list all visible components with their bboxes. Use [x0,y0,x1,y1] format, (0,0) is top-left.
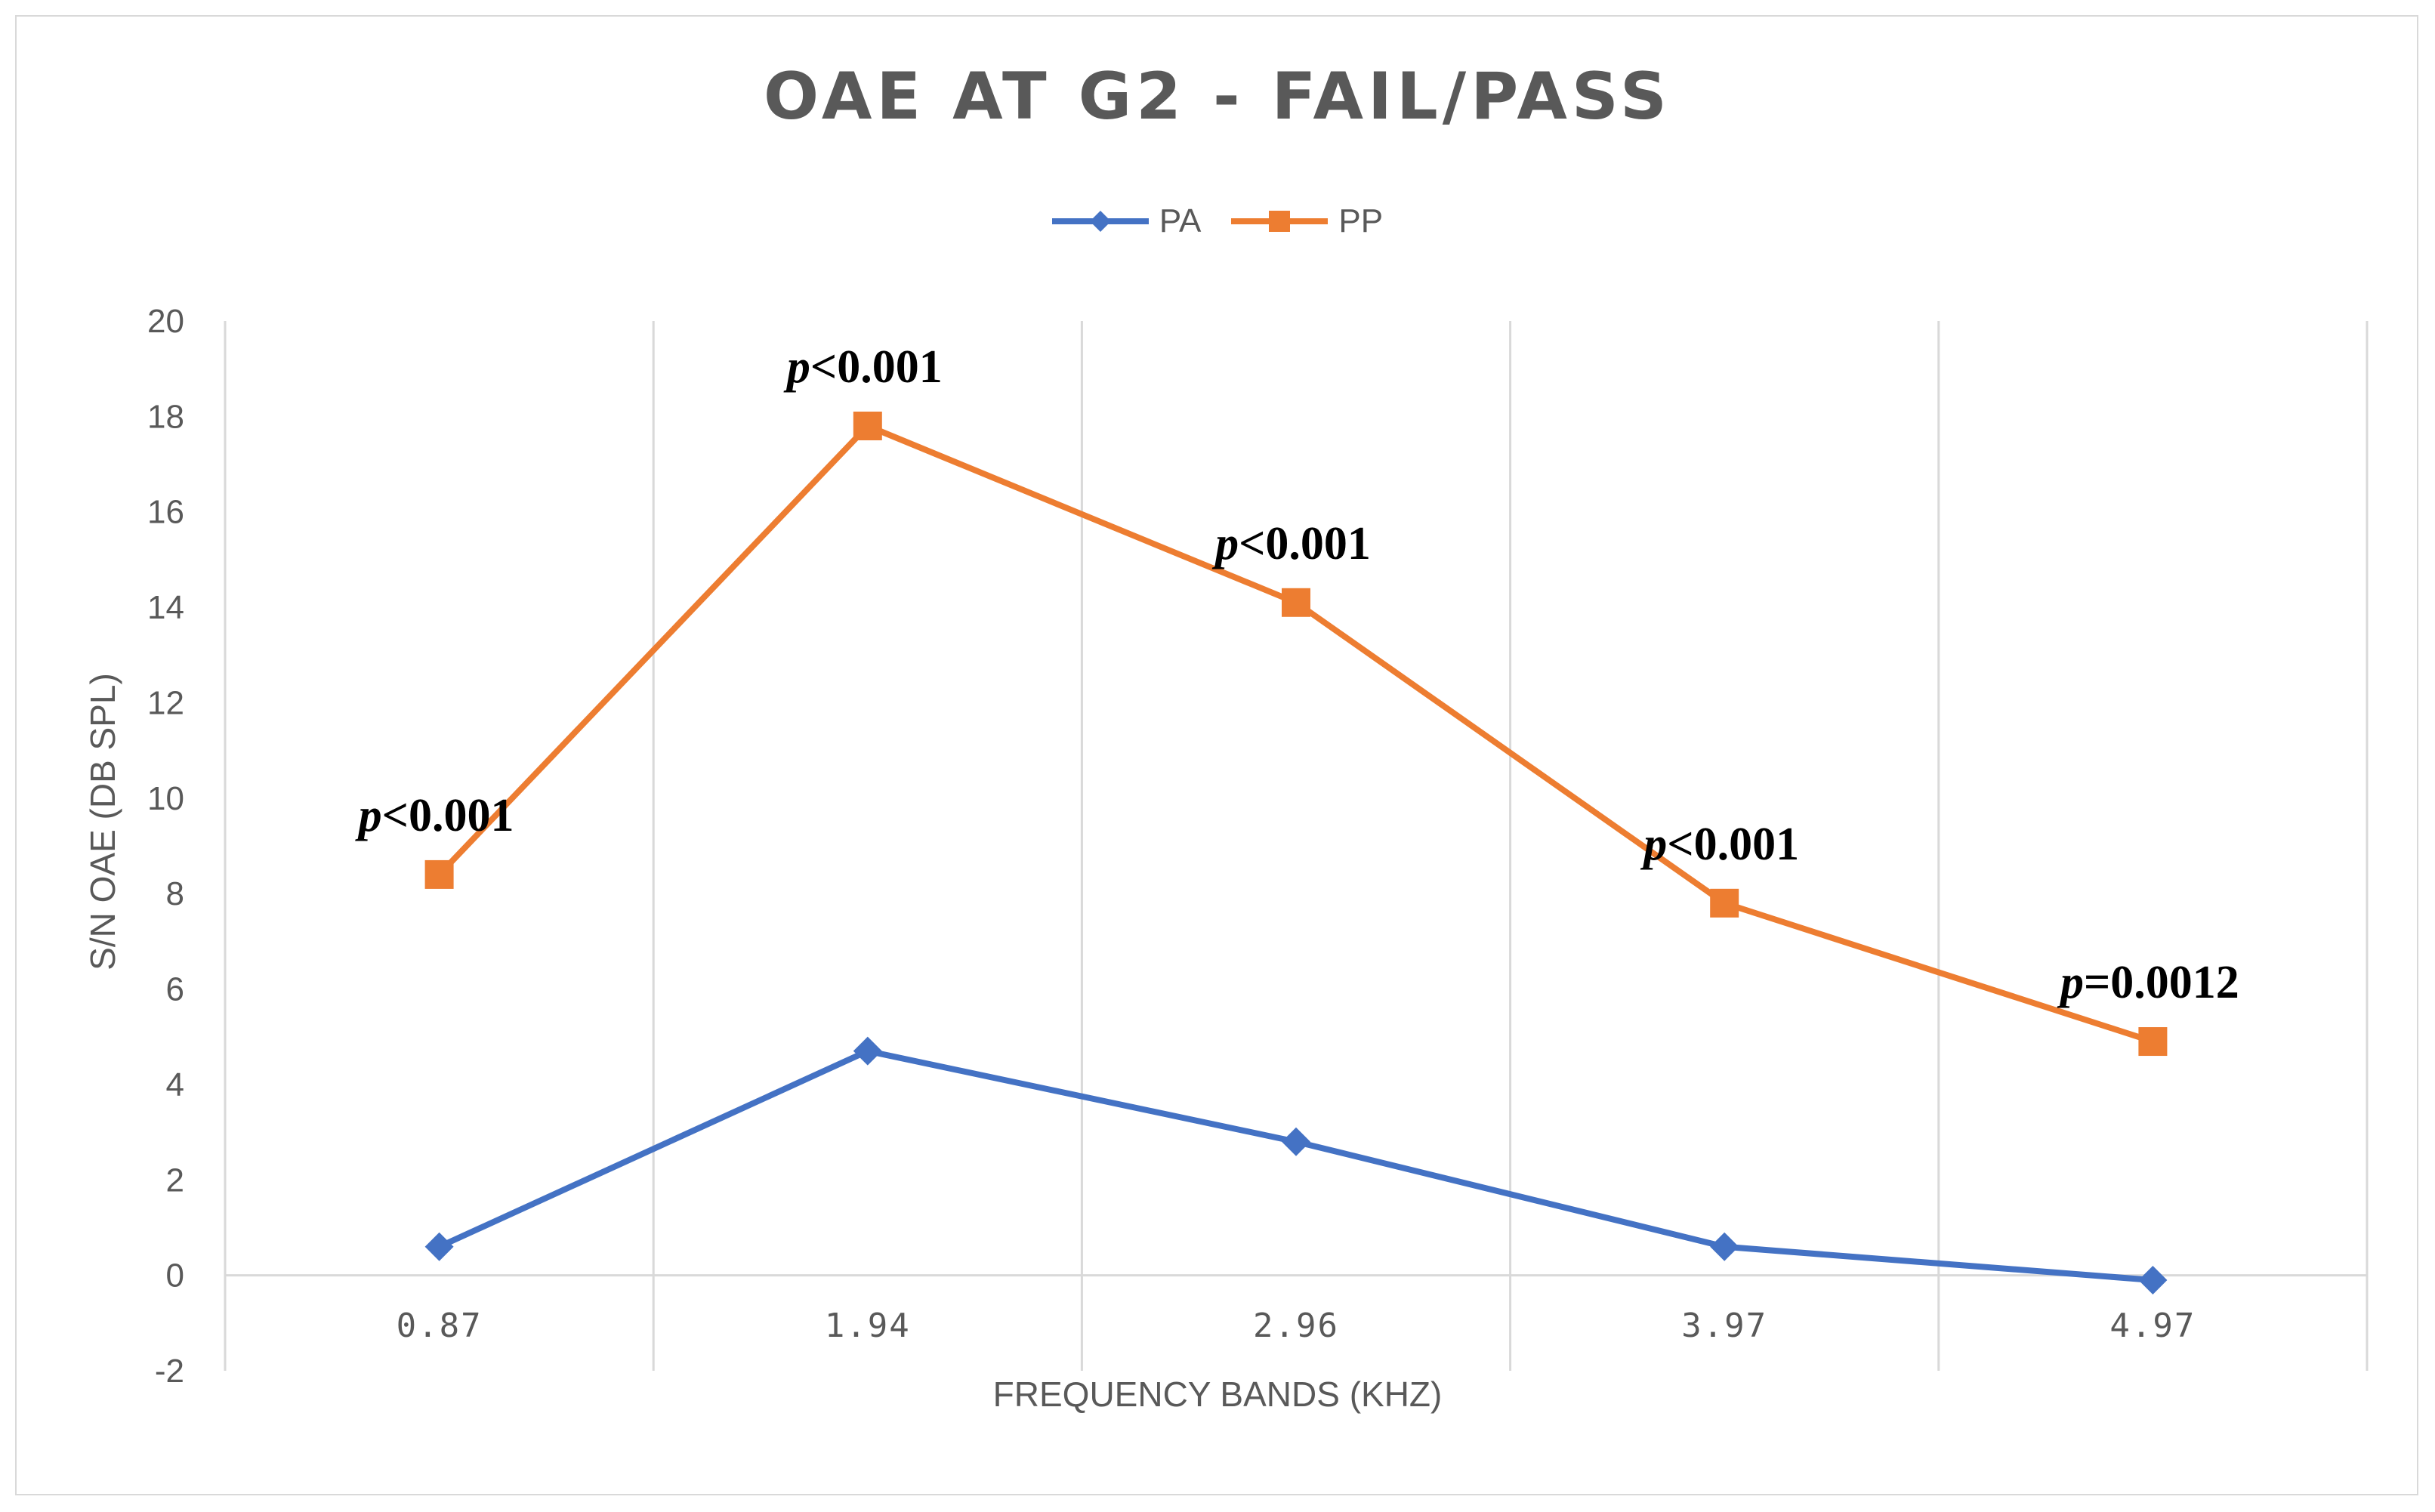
legend-swatch-pa [1051,211,1149,232]
x-tick-label: 0.87 [397,1307,483,1345]
data-point-pp [1710,888,1739,918]
data-point-pa [853,1036,882,1066]
series-layer [424,412,2168,1294]
series-pp [424,412,2168,1057]
y-tick-label: -2 [155,1353,184,1390]
y-tick-label: 8 [166,875,184,912]
p-value-annotation: p<0.001 [1640,819,1799,870]
y-tick-label: 6 [166,971,184,1008]
data-point-pp [424,859,454,889]
p-value-annotation: p<0.001 [783,341,943,393]
y-tick-label: 20 [147,303,184,340]
legend-item-pp: PP [1231,202,1383,240]
legend-swatch-pp [1231,211,1329,232]
data-point-pp [1282,588,1310,617]
series-pa [424,1036,2168,1294]
x-tick-label: 1.94 [825,1307,911,1345]
p-value: <0.001 [810,341,943,393]
y-tick-label: 0 [166,1257,184,1294]
y-tick-label: 12 [147,684,184,721]
y-tick-label: 2 [166,1162,184,1199]
p-value: <0.001 [382,790,514,841]
chart-area [15,15,2418,1495]
series-line-pa [437,1048,2153,1283]
y-tick-label: 18 [147,398,184,435]
p-value-annotation: p=0.0012 [2057,957,2239,1008]
y-tick-label: 10 [147,780,184,817]
data-point-pa [2138,1265,2168,1294]
p-value: =0.0012 [2084,957,2239,1008]
p-symbol: p [783,341,810,393]
legend: PA PP [0,202,2435,240]
legend-item-pa: PA [1051,202,1202,240]
p-symbol: p [1211,518,1239,569]
data-point-pa [424,1232,454,1261]
chart-title: OAE AT G2 - FAIL/PASS [764,59,1671,134]
legend-label-pp: PP [1338,202,1384,239]
y-tick-label: 4 [166,1066,184,1103]
y-axis-title: S/N OAE (DB SPL) [83,673,122,970]
p-value-annotation: p<0.001 [355,790,514,841]
y-tick-label: 16 [147,494,184,531]
p-symbol: p [1640,819,1667,870]
x-tick-label: 2.96 [1253,1307,1339,1345]
data-point-pa [1710,1232,1739,1261]
p-symbol: p [355,790,382,841]
p-value: <0.001 [1667,819,1799,870]
legend-label-pa: PA [1159,202,1202,239]
data-point-pa [1282,1127,1310,1156]
y-tick-label: 14 [147,589,184,626]
data-point-pp [2138,1027,2168,1057]
p-value: <0.001 [1239,518,1371,569]
x-tick-label: 3.97 [1681,1307,1767,1345]
gridlines [224,321,2369,1371]
p-symbol: p [2057,957,2084,1008]
data-point-pp [853,412,882,440]
p-value-annotation: p<0.001 [1211,518,1371,569]
x-tick-labels: 0.87 1.94 2.96 3.97 4.97 [397,1307,2196,1345]
y-tick-labels: -2 0 2 4 6 8 10 12 14 16 18 20 [147,303,184,1390]
x-tick-label: 4.97 [2109,1307,2196,1345]
x-axis-title: FREQUENCY BANDS (KHZ) [993,1375,1443,1414]
